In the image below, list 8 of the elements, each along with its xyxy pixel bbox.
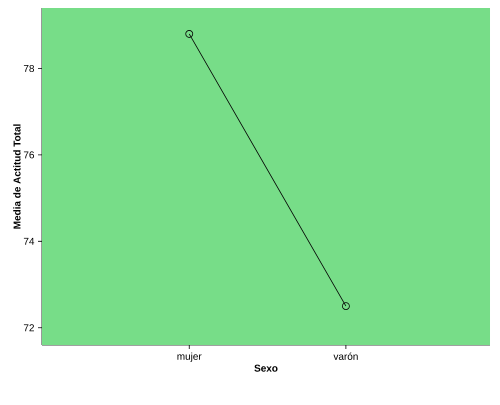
x-tick-label: varón bbox=[333, 352, 358, 360]
y-axis-title: Media de Actitud Total bbox=[13, 124, 21, 229]
y-tick-label: 74 bbox=[24, 238, 34, 245]
y-tick-label: 76 bbox=[24, 151, 34, 158]
y-tick-label: 72 bbox=[24, 324, 34, 332]
x-axis-title: Sexo bbox=[254, 364, 278, 372]
x-tick-label: mujer bbox=[177, 352, 202, 362]
y-tick-label: 78 bbox=[24, 64, 34, 72]
